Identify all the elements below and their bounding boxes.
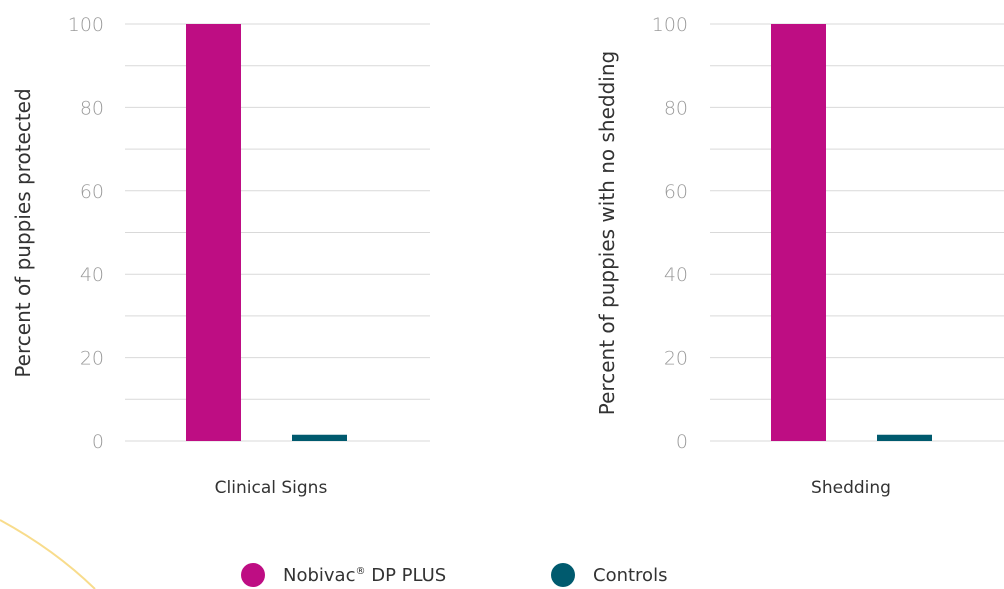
y-tick-label: 100: [68, 14, 104, 36]
y-tick-label: 60: [80, 181, 104, 203]
y-tick-label: 80: [664, 97, 688, 119]
x-category-label: Shedding: [811, 478, 891, 498]
x-category-label: Clinical Signs: [215, 478, 328, 498]
chart-panel-clinical-signs: 0 20 40 60 80 100 Percent of puppies protected…: [11, 14, 430, 498]
y-tick-label: 20: [664, 348, 688, 370]
y-tick-label: 0: [92, 431, 104, 453]
y-tick-label: 20: [80, 348, 104, 370]
bar-nobivac: [771, 24, 826, 441]
decorative-arc: [0, 519, 96, 589]
chart-panel-shedding: 0 20 40 60 80 100 Percent of puppies with no s…: [595, 14, 1004, 498]
legend-swatch-nobivac: [241, 563, 265, 587]
legend-item-nobivac: Nobivac® DP PLUS: [241, 563, 446, 587]
y-axis-label: Percent of puppies protected: [11, 88, 35, 377]
bar-controls: [292, 434, 347, 441]
bar-nobivac: [186, 24, 241, 441]
y-tick-label: 40: [664, 264, 688, 286]
bar-controls: [877, 434, 932, 441]
y-tick-label: 0: [676, 431, 688, 453]
legend-label-controls: Controls: [593, 564, 668, 586]
legend-item-controls: Controls: [551, 563, 667, 587]
legend-swatch-controls: [551, 563, 575, 587]
y-tick-label: 80: [80, 97, 104, 119]
y-tick-label: 40: [80, 264, 104, 286]
y-axis-label: Percent of puppies with no shedding: [595, 51, 619, 415]
y-tick-label: 60: [664, 181, 688, 203]
y-tick-label: 100: [652, 14, 688, 36]
legend-label-nobivac: Nobivac® DP PLUS: [283, 564, 447, 586]
